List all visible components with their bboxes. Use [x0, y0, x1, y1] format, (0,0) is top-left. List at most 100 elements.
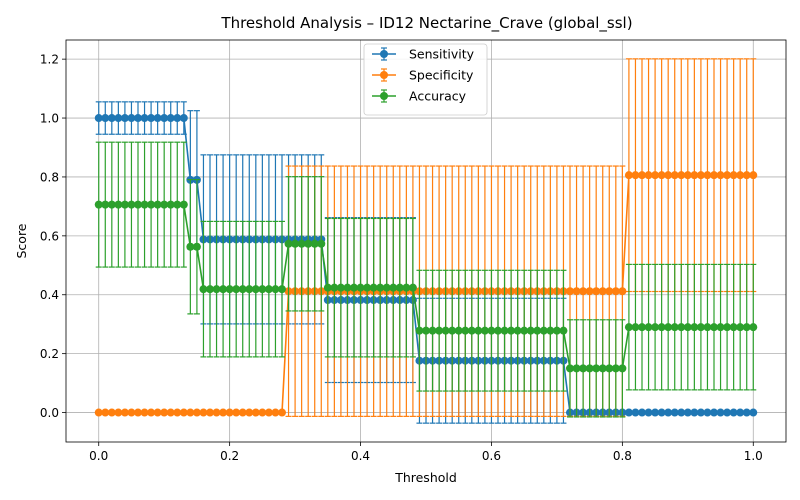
- specificity-point: [631, 171, 640, 180]
- accuracy-point: [736, 323, 745, 332]
- sensitivity-point: [729, 408, 738, 417]
- specificity-point: [696, 171, 705, 180]
- specificity-point: [271, 408, 280, 417]
- y-tick-label: 1.2: [40, 53, 59, 67]
- specificity-point: [134, 408, 142, 417]
- accuracy-point: [94, 200, 103, 209]
- accuracy-point: [579, 364, 588, 373]
- legend-label: Accuracy: [409, 89, 467, 104]
- specificity-point: [598, 287, 607, 296]
- x-tick-label: 0.6: [482, 449, 501, 463]
- accuracy-point: [651, 323, 660, 332]
- y-tick-label: 1.0: [40, 112, 59, 126]
- sensitivity-point: [624, 408, 633, 417]
- accuracy-point: [206, 285, 214, 294]
- accuracy-point: [350, 283, 358, 292]
- sensitivity-point: [696, 408, 705, 417]
- accuracy-point: [526, 326, 535, 335]
- specificity-point: [245, 408, 254, 417]
- specificity-point: [624, 171, 633, 180]
- accuracy-point: [225, 285, 234, 294]
- accuracy-point: [395, 283, 404, 292]
- sensitivity-point: [690, 408, 699, 417]
- specificity-point: [251, 408, 260, 417]
- sensitivity-point: [134, 114, 142, 123]
- specificity-point: [690, 171, 699, 180]
- specificity-point: [264, 408, 273, 417]
- accuracy-point: [585, 364, 594, 373]
- specificity-point: [710, 171, 718, 180]
- sensitivity-point: [166, 114, 175, 123]
- sensitivity-point: [173, 114, 182, 123]
- specificity-point: [173, 408, 182, 417]
- accuracy-point: [572, 364, 581, 373]
- accuracy-point: [539, 326, 548, 335]
- specificity-point: [644, 171, 653, 180]
- accuracy-point: [278, 285, 286, 294]
- sensitivity-point: [657, 408, 666, 417]
- accuracy-point: [101, 200, 110, 209]
- specificity-point: [729, 171, 738, 180]
- accuracy-point: [330, 283, 339, 292]
- accuracy-point: [716, 323, 725, 332]
- specificity-point: [638, 171, 646, 180]
- legend-label: Sensitivity: [409, 47, 475, 62]
- accuracy-point: [474, 326, 483, 335]
- sensitivity-point: [140, 114, 149, 123]
- specificity-point: [94, 408, 103, 417]
- legend-marker: [380, 71, 388, 79]
- legend-label: Specificity: [409, 68, 474, 83]
- accuracy-point: [232, 285, 241, 294]
- specificity-point: [749, 171, 758, 180]
- specificity-point: [278, 408, 286, 417]
- sensitivity-point: [179, 114, 188, 123]
- specificity-point: [566, 287, 574, 296]
- accuracy-point: [480, 326, 489, 335]
- accuracy-point: [638, 323, 646, 332]
- specificity-point: [683, 171, 692, 180]
- accuracy-point: [670, 323, 679, 332]
- accuracy-point: [127, 200, 136, 209]
- accuracy-point: [363, 283, 372, 292]
- accuracy-series: [94, 141, 758, 418]
- accuracy-point: [624, 323, 633, 332]
- y-tick-label: 0.8: [40, 170, 59, 184]
- accuracy-point: [454, 326, 463, 335]
- accuracy-point: [742, 323, 751, 332]
- specificity-point: [670, 171, 679, 180]
- y-tick-label: 0.0: [40, 406, 59, 420]
- y-tick-label: 0.4: [40, 288, 59, 302]
- accuracy-point: [696, 323, 705, 332]
- sensitivity-point: [644, 408, 653, 417]
- specificity-point: [140, 408, 149, 417]
- specificity-point: [742, 171, 751, 180]
- accuracy-point: [402, 283, 411, 292]
- accuracy-point: [546, 326, 555, 335]
- specificity-point: [199, 408, 208, 417]
- legend-item-sensitivity: Sensitivity: [372, 47, 475, 62]
- specificity-point: [166, 408, 175, 417]
- accuracy-point: [291, 239, 300, 248]
- legend-frame: [363, 43, 488, 116]
- accuracy-point: [245, 285, 254, 294]
- accuracy-point: [258, 285, 267, 294]
- accuracy-point: [415, 326, 424, 335]
- accuracy-point: [631, 323, 640, 332]
- sensitivity-point: [127, 114, 136, 123]
- specificity-point: [664, 171, 673, 180]
- accuracy-point: [336, 283, 345, 292]
- accuracy-point: [605, 364, 614, 373]
- accuracy-point: [729, 323, 738, 332]
- accuracy-point: [683, 323, 692, 332]
- accuracy-point: [251, 285, 260, 294]
- specificity-point: [206, 408, 214, 417]
- accuracy-point: [160, 200, 169, 209]
- specificity-point: [212, 408, 221, 417]
- accuracy-point: [566, 364, 574, 373]
- sensitivity-point: [94, 114, 103, 123]
- axis-ticks: 0.0 0.2 0.4 0.6 0.8 1.0 0.0 0.2 0.4 0.6 0.8 1.0 1.2: [40, 53, 763, 463]
- specificity-point: [611, 287, 620, 296]
- accuracy-point: [408, 283, 417, 292]
- accuracy-point: [271, 285, 280, 294]
